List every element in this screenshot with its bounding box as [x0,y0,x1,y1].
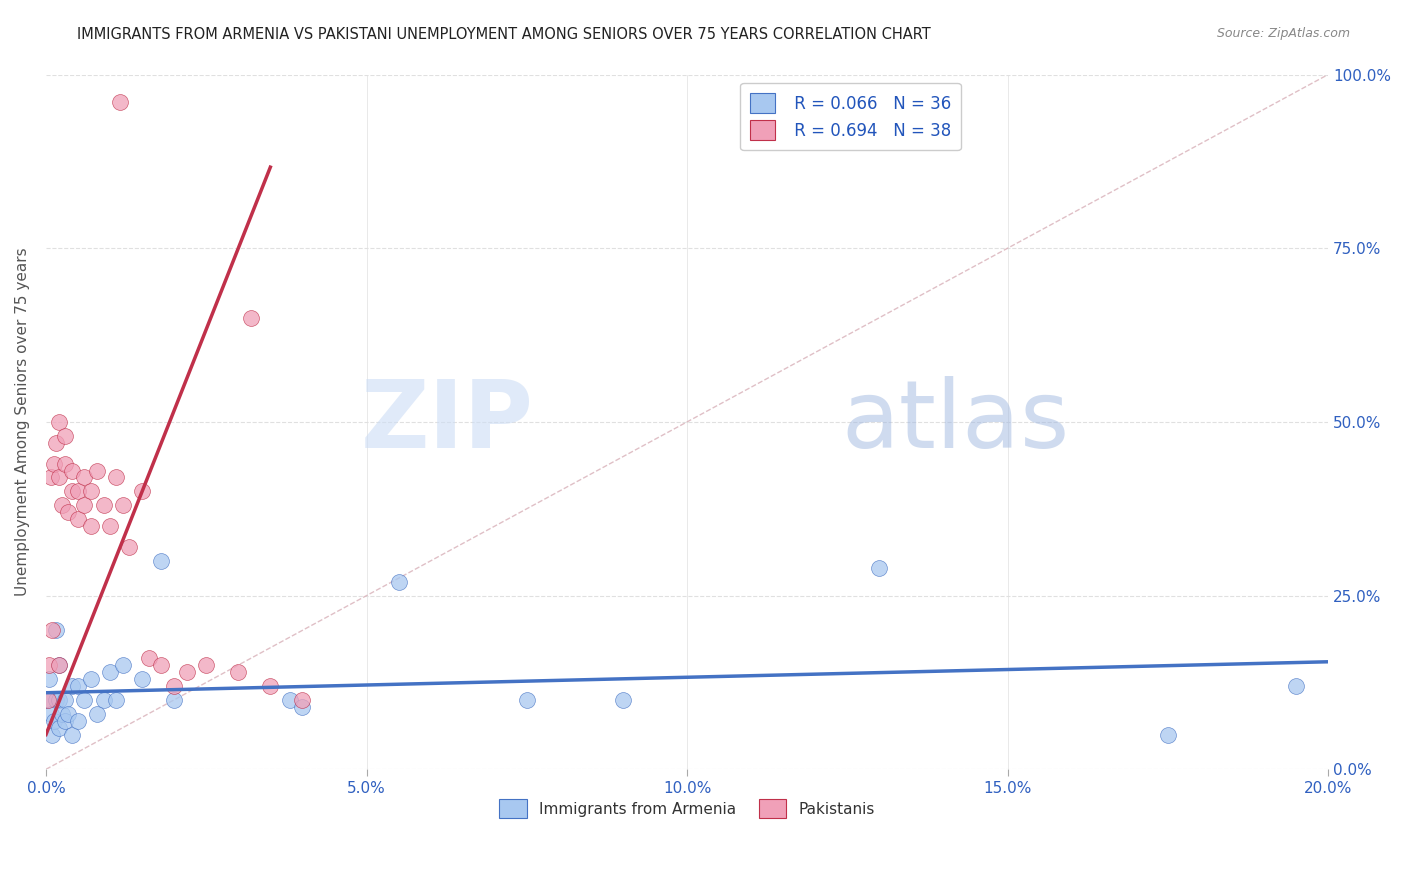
Point [163,693,186,707]
Point [93,693,115,707]
Point [93,498,115,512]
Point [37,693,59,707]
Point [278,693,301,707]
Point [48,470,70,484]
Point [176,665,198,679]
Point [73,498,96,512]
Point [163,679,186,693]
Point [60,679,83,693]
Text: ZIP: ZIP [360,376,533,468]
Point [387,574,409,589]
Point [51,498,73,512]
Point [48,721,70,735]
Point [39,706,62,721]
Legend: Immigrants from Armenia, Pakistanis: Immigrants from Armenia, Pakistanis [494,793,882,824]
Point [73,693,96,707]
Point [108,95,131,110]
Point [53,714,76,728]
Point [48,658,70,673]
Point [60,484,83,499]
Point [150,554,173,568]
Point [66,484,89,499]
Point [45,435,67,450]
Point [38,658,60,673]
Point [291,699,314,714]
Point [66,714,89,728]
Point [53,693,76,707]
Point [41,624,63,638]
Point [98,519,121,533]
Point [138,651,160,665]
Point [105,693,128,707]
Point [118,540,141,554]
Text: Source: ZipAtlas.com: Source: ZipAtlas.com [1216,27,1350,40]
Point [259,679,281,693]
Point [1157,728,1180,742]
Point [53,457,76,471]
Point [66,679,89,693]
Point [80,672,103,686]
Point [42,457,65,471]
Point [291,693,314,707]
Point [150,658,173,673]
Point [45,693,67,707]
Text: atlas: atlas [841,376,1069,468]
Point [80,519,103,533]
Point [48,658,70,673]
Point [86,464,108,478]
Point [1285,679,1308,693]
Point [226,665,249,679]
Point [41,728,63,742]
Point [53,429,76,443]
Point [60,464,83,478]
Point [111,658,134,673]
Point [868,561,890,575]
Point [48,693,70,707]
Point [58,706,80,721]
Text: IMMIGRANTS FROM ARMENIA VS PAKISTANI UNEMPLOYMENT AMONG SENIORS OVER 75 YEARS CO: IMMIGRANTS FROM ARMENIA VS PAKISTANI UNE… [77,27,931,42]
Point [105,470,128,484]
Point [516,693,538,707]
Point [131,672,153,686]
Point [58,505,80,519]
Point [39,470,62,484]
Point [111,498,134,512]
Point [45,624,67,638]
Point [131,484,153,499]
Point [73,470,96,484]
Point [195,658,218,673]
Point [240,310,263,325]
Point [66,512,89,526]
Point [86,706,108,721]
Y-axis label: Unemployment Among Seniors over 75 years: Unemployment Among Seniors over 75 years [15,248,30,596]
Point [38,672,60,686]
Point [612,693,634,707]
Point [98,665,121,679]
Point [42,714,65,728]
Point [60,728,83,742]
Point [80,484,103,499]
Point [48,415,70,429]
Point [37,693,59,707]
Point [51,706,73,721]
